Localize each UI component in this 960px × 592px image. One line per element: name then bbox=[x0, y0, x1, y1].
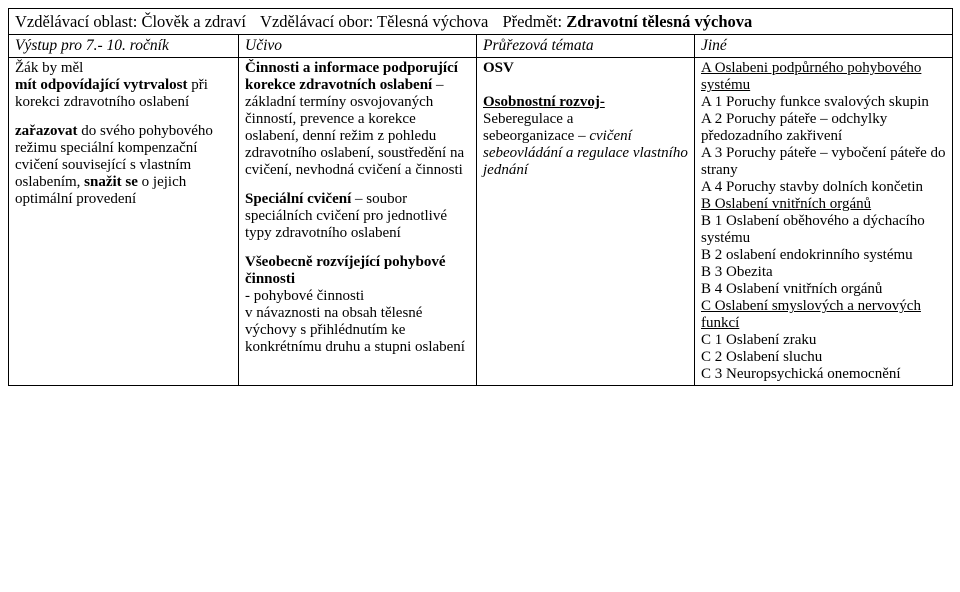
col1-b1-bold: mít odpovídající vytrvalost bbox=[15, 77, 188, 93]
col2-s3-line2: v návaznosti na obsah tělesné výchovy s … bbox=[245, 305, 470, 356]
predmet-label: Předmět: bbox=[502, 12, 562, 31]
col2-s3-title: Všeobecně rozvíjející pohybové činnosti bbox=[245, 254, 470, 288]
col2-cell: Činnosti a informace podporující korekce… bbox=[239, 58, 477, 386]
col1-lead: Žák by měl bbox=[15, 60, 232, 77]
col4-c1: C 1 Oslabení zraku bbox=[701, 332, 946, 349]
col2-block-3: Všeobecně rozvíjející pohybové činnosti … bbox=[245, 254, 470, 356]
col4-b4: B 4 Oslabení vnitřních orgánů bbox=[701, 281, 946, 298]
col2-block-1: Činnosti a informace podporující korekce… bbox=[245, 60, 470, 179]
col1-block-2: zařazovat do svého pohybového režimu spe… bbox=[15, 123, 232, 208]
colhead-2: Učivo bbox=[239, 35, 477, 58]
obor-value: Tělesná výchova bbox=[377, 12, 488, 31]
colhead-1: Výstup pro 7.- 10. ročník bbox=[9, 35, 239, 58]
col4-b2: B 2 oslabení endokrinního systému bbox=[701, 247, 946, 264]
col4-b1: B 1 Oslabení oběhového a dýchacího systé… bbox=[701, 213, 946, 247]
col1-block-1: mít odpovídající vytrvalost při korekci … bbox=[15, 77, 232, 111]
obor-label: Vzdělávací obor: bbox=[260, 12, 373, 31]
col3-line1: Seberegulace a bbox=[483, 111, 688, 128]
colhead-4: Jiné bbox=[695, 35, 953, 58]
col4-a-head: A Oslabeni podpůrného pohybového systému bbox=[701, 60, 946, 94]
col2-s1-title: Činnosti a informace podporující korekce… bbox=[245, 60, 458, 93]
header-obor: Vzdělávací obor: Tělesná výchova bbox=[260, 12, 492, 31]
oblast-label: Vzdělávací oblast: bbox=[15, 12, 137, 31]
col2-block-2: Speciální cvičení – soubor speciálních c… bbox=[245, 191, 470, 242]
colhead-3: Průřezová témata bbox=[477, 35, 695, 58]
col4-b-head: B Oslabení vnitřních orgánů bbox=[701, 196, 946, 213]
col3-subtitle: Osobnostní rozvoj- bbox=[483, 94, 688, 111]
col3-line2a: sebeorganizace bbox=[483, 128, 574, 144]
col3-line2: sebeorganizace – cvičení sebeovládání a … bbox=[483, 128, 688, 179]
col4-a3: A 3 Poruchy páteře – vybočení páteře do … bbox=[701, 145, 946, 179]
header-predmet: Předmět: Zdravotní tělesná výchova bbox=[502, 12, 752, 31]
oblast-value: Člověk a zdraví bbox=[141, 12, 245, 31]
col2-s3-line1: - pohybové činnosti bbox=[245, 288, 470, 305]
col4-c3: C 3 Neuropsychická onemocnění bbox=[701, 366, 946, 383]
col4-a1: A 1 Poruchy funkce svalových skupin bbox=[701, 94, 946, 111]
predmet-value: Zdravotní tělesná výchova bbox=[566, 12, 752, 31]
col4-a4: A 4 Poruchy stavby dolních končetin bbox=[701, 179, 946, 196]
header-row: Vzdělávací oblast: Člověk a zdraví Vzděl… bbox=[9, 9, 953, 35]
header-cell: Vzdělávací oblast: Člověk a zdraví Vzděl… bbox=[9, 9, 953, 35]
body-row: Žák by měl mít odpovídající vytrvalost p… bbox=[9, 58, 953, 386]
column-head-row: Výstup pro 7.- 10. ročník Učivo Průřezov… bbox=[9, 35, 953, 58]
col1-b2-bold2: snažit se bbox=[84, 174, 138, 190]
col3-cell: OSV Osobnostní rozvoj- Seberegulace a se… bbox=[477, 58, 695, 386]
col4-a2: A 2 Poruchy páteře – odchylky předozadní… bbox=[701, 111, 946, 145]
header-oblast: Vzdělávací oblast: Člověk a zdraví bbox=[15, 12, 250, 31]
col4-cell: A Oslabeni podpůrného pohybového systému… bbox=[695, 58, 953, 386]
curriculum-table: Vzdělávací oblast: Člověk a zdraví Vzděl… bbox=[8, 8, 953, 386]
col4-b3: B 3 Obezita bbox=[701, 264, 946, 281]
col4-c-head: C Oslabení smyslových a nervových funkcí bbox=[701, 298, 946, 332]
col4-c2: C 2 Oslabení sluchu bbox=[701, 349, 946, 366]
col3-osv: OSV bbox=[483, 60, 688, 77]
col1-cell: Žák by měl mít odpovídající vytrvalost p… bbox=[9, 58, 239, 386]
col1-b2-bold: zařazovat bbox=[15, 123, 77, 139]
col2-s2-title: Speciální cvičení bbox=[245, 191, 351, 207]
